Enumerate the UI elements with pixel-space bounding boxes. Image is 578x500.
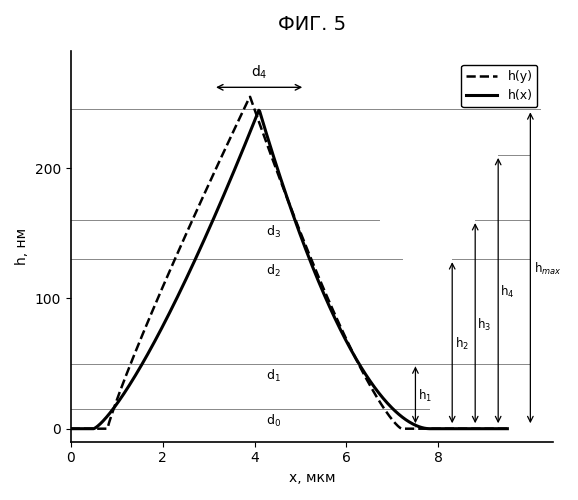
- Y-axis label: h, нм: h, нм: [15, 228, 29, 265]
- Text: h$_1$: h$_1$: [418, 388, 432, 404]
- Text: h$_2$: h$_2$: [454, 336, 469, 352]
- Legend: h(y), h(x): h(y), h(x): [461, 65, 538, 107]
- Title: ФИГ. 5: ФИГ. 5: [278, 15, 346, 34]
- Text: h$_3$: h$_3$: [477, 316, 492, 332]
- Text: h$_4$: h$_4$: [501, 284, 515, 300]
- h(x): [255, 108, 262, 114]
- h(y): [278, 180, 285, 186]
- Text: d$_1$: d$_1$: [266, 368, 281, 384]
- h(y): [504, 426, 511, 432]
- h(y): [494, 426, 501, 432]
- h(x): [494, 426, 501, 432]
- h(x): [276, 170, 283, 176]
- h(y): [305, 248, 312, 254]
- Text: d$_3$: d$_3$: [266, 224, 281, 240]
- Line: h(y): h(y): [71, 97, 507, 428]
- h(x): [426, 426, 433, 432]
- h(x): [504, 426, 511, 432]
- h(y): [67, 426, 74, 432]
- Line: h(x): h(x): [71, 110, 507, 428]
- Text: d$_0$: d$_0$: [266, 413, 281, 429]
- Text: h$_{max}$: h$_{max}$: [534, 261, 562, 277]
- h(y): [247, 94, 254, 100]
- Text: d$_2$: d$_2$: [266, 263, 281, 280]
- h(y): [276, 174, 283, 180]
- h(x): [328, 308, 335, 314]
- h(x): [305, 252, 312, 258]
- h(x): [67, 426, 74, 432]
- X-axis label: x, мкм: x, мкм: [289, 471, 335, 485]
- h(y): [328, 304, 335, 310]
- Text: d$_4$: d$_4$: [251, 64, 268, 81]
- h(x): [278, 178, 285, 184]
- h(y): [426, 426, 433, 432]
